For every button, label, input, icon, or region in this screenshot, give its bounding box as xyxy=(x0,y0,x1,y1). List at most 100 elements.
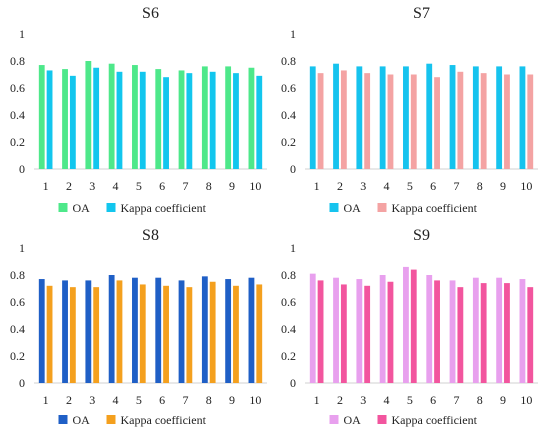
bar-oa xyxy=(472,277,479,383)
y-tick-label: 0 xyxy=(19,376,25,390)
chart-title: S8 xyxy=(142,227,159,244)
bar-oa xyxy=(38,279,45,383)
bar-kappa xyxy=(93,287,100,383)
bar-oa xyxy=(178,70,185,169)
bar-kappa xyxy=(457,71,464,169)
bar-kappa xyxy=(139,284,146,383)
bar-oa xyxy=(403,66,409,169)
bar-oa xyxy=(496,277,503,383)
y-tick-label: 0.8 xyxy=(10,54,25,68)
bar-oa xyxy=(403,266,409,383)
chart-panel-3: S8 0 0.2 0.4 0.6 0.8 1 1 2 3 4 5 6 7 8 9 10 OA Kappa coeff… xyxy=(10,227,267,427)
y-tick-label: 1 xyxy=(19,241,25,255)
bar-kappa xyxy=(434,280,440,383)
bar-kappa xyxy=(364,285,371,383)
x-tick-label: 8 xyxy=(477,179,483,193)
bar-oa xyxy=(333,277,339,383)
bar-kappa xyxy=(233,73,239,169)
bar-kappa xyxy=(69,287,76,383)
x-tick-label: 8 xyxy=(206,393,212,407)
legend-label-kappa: Kappa coefficient xyxy=(121,413,207,427)
bar-oa xyxy=(379,66,386,169)
bar-kappa xyxy=(457,287,464,383)
bar-kappa xyxy=(116,280,123,383)
y-tick-label: 0.6 xyxy=(281,295,296,309)
bar-oa xyxy=(155,277,162,383)
legend-swatch-oa xyxy=(329,203,339,212)
legend-label-oa: OA xyxy=(344,413,362,427)
x-tick-label: 2 xyxy=(337,393,343,407)
legend-swatch-oa xyxy=(329,415,339,424)
y-tick-label: 0.8 xyxy=(10,268,25,282)
bar-kappa xyxy=(317,280,324,383)
y-tick-label: 0.2 xyxy=(281,135,296,149)
bar-oa xyxy=(62,280,68,383)
legend-swatch-kappa xyxy=(377,203,387,212)
bar-kappa xyxy=(340,70,347,169)
bar-oa xyxy=(426,275,433,383)
y-tick-label: 0.4 xyxy=(281,108,296,122)
x-tick-label: 10 xyxy=(249,393,261,407)
bar-kappa xyxy=(69,75,76,169)
bar-kappa xyxy=(364,73,371,169)
bar-kappa xyxy=(410,269,417,383)
bar-kappa xyxy=(209,281,216,383)
x-tick-label: 6 xyxy=(430,179,436,193)
bar-oa xyxy=(132,65,138,169)
bar-kappa xyxy=(46,70,53,169)
bar-oa xyxy=(108,63,115,170)
bar-oa xyxy=(356,279,363,383)
chart-panel-4: S9 0 0.2 0.4 0.6 0.8 1 1 2 3 4 5 6 7 8 9 10 OA Kappa coeff… xyxy=(281,227,538,427)
y-tick-label: 0.8 xyxy=(281,268,296,282)
bar-oa xyxy=(496,66,503,169)
bar-oa xyxy=(201,276,208,383)
bar-oa xyxy=(519,66,526,169)
x-tick-label: 3 xyxy=(89,179,95,193)
bar-oa xyxy=(178,280,185,383)
x-tick-label: 10 xyxy=(249,179,261,193)
bar-kappa xyxy=(317,73,324,169)
chart-panel-2: S7 0 0.2 0.4 0.6 0.8 1 1 2 3 4 5 6 7 8 9 10 OA Kappa coeff… xyxy=(281,5,538,215)
bar-kappa xyxy=(340,284,347,383)
y-tick-label: 0.4 xyxy=(281,322,296,336)
y-tick-label: 0.2 xyxy=(10,135,25,149)
bar-kappa xyxy=(46,285,53,383)
x-tick-label: 6 xyxy=(159,179,165,193)
x-tick-label: 3 xyxy=(360,179,366,193)
bar-oa xyxy=(85,280,92,383)
legend-swatch-kappa xyxy=(106,203,116,212)
bar-kappa xyxy=(527,74,534,169)
bar-kappa xyxy=(139,71,146,169)
bar-kappa xyxy=(527,287,534,383)
bar-oa xyxy=(449,280,456,383)
y-tick-label: 0.2 xyxy=(281,349,296,363)
legend-label-oa: OA xyxy=(73,201,91,215)
x-tick-label: 7 xyxy=(182,179,188,193)
legend-label-oa: OA xyxy=(73,413,91,427)
x-tick-label: 4 xyxy=(113,179,119,193)
bar-kappa xyxy=(233,285,239,383)
x-tick-label: 7 xyxy=(453,179,459,193)
x-tick-label: 1 xyxy=(43,393,49,407)
x-tick-label: 3 xyxy=(360,393,366,407)
bar-oa xyxy=(108,275,115,383)
x-tick-label: 1 xyxy=(314,179,320,193)
legend-label-oa: OA xyxy=(344,201,362,215)
y-tick-label: 0 xyxy=(290,376,296,390)
y-tick-label: 0.4 xyxy=(10,108,25,122)
x-tick-label: 5 xyxy=(407,179,413,193)
bar-oa xyxy=(248,67,255,169)
x-tick-label: 2 xyxy=(337,179,343,193)
bar-kappa xyxy=(186,73,193,169)
bar-kappa xyxy=(163,77,169,169)
x-tick-label: 5 xyxy=(407,393,413,407)
x-tick-label: 4 xyxy=(113,393,119,407)
legend-label-kappa: Kappa coefficient xyxy=(392,413,478,427)
y-tick-label: 1 xyxy=(290,241,296,255)
y-tick-label: 0.4 xyxy=(10,322,25,336)
legend-swatch-kappa xyxy=(106,415,116,424)
bar-oa xyxy=(248,277,255,383)
bar-kappa xyxy=(209,71,216,169)
bar-oa xyxy=(333,63,339,170)
